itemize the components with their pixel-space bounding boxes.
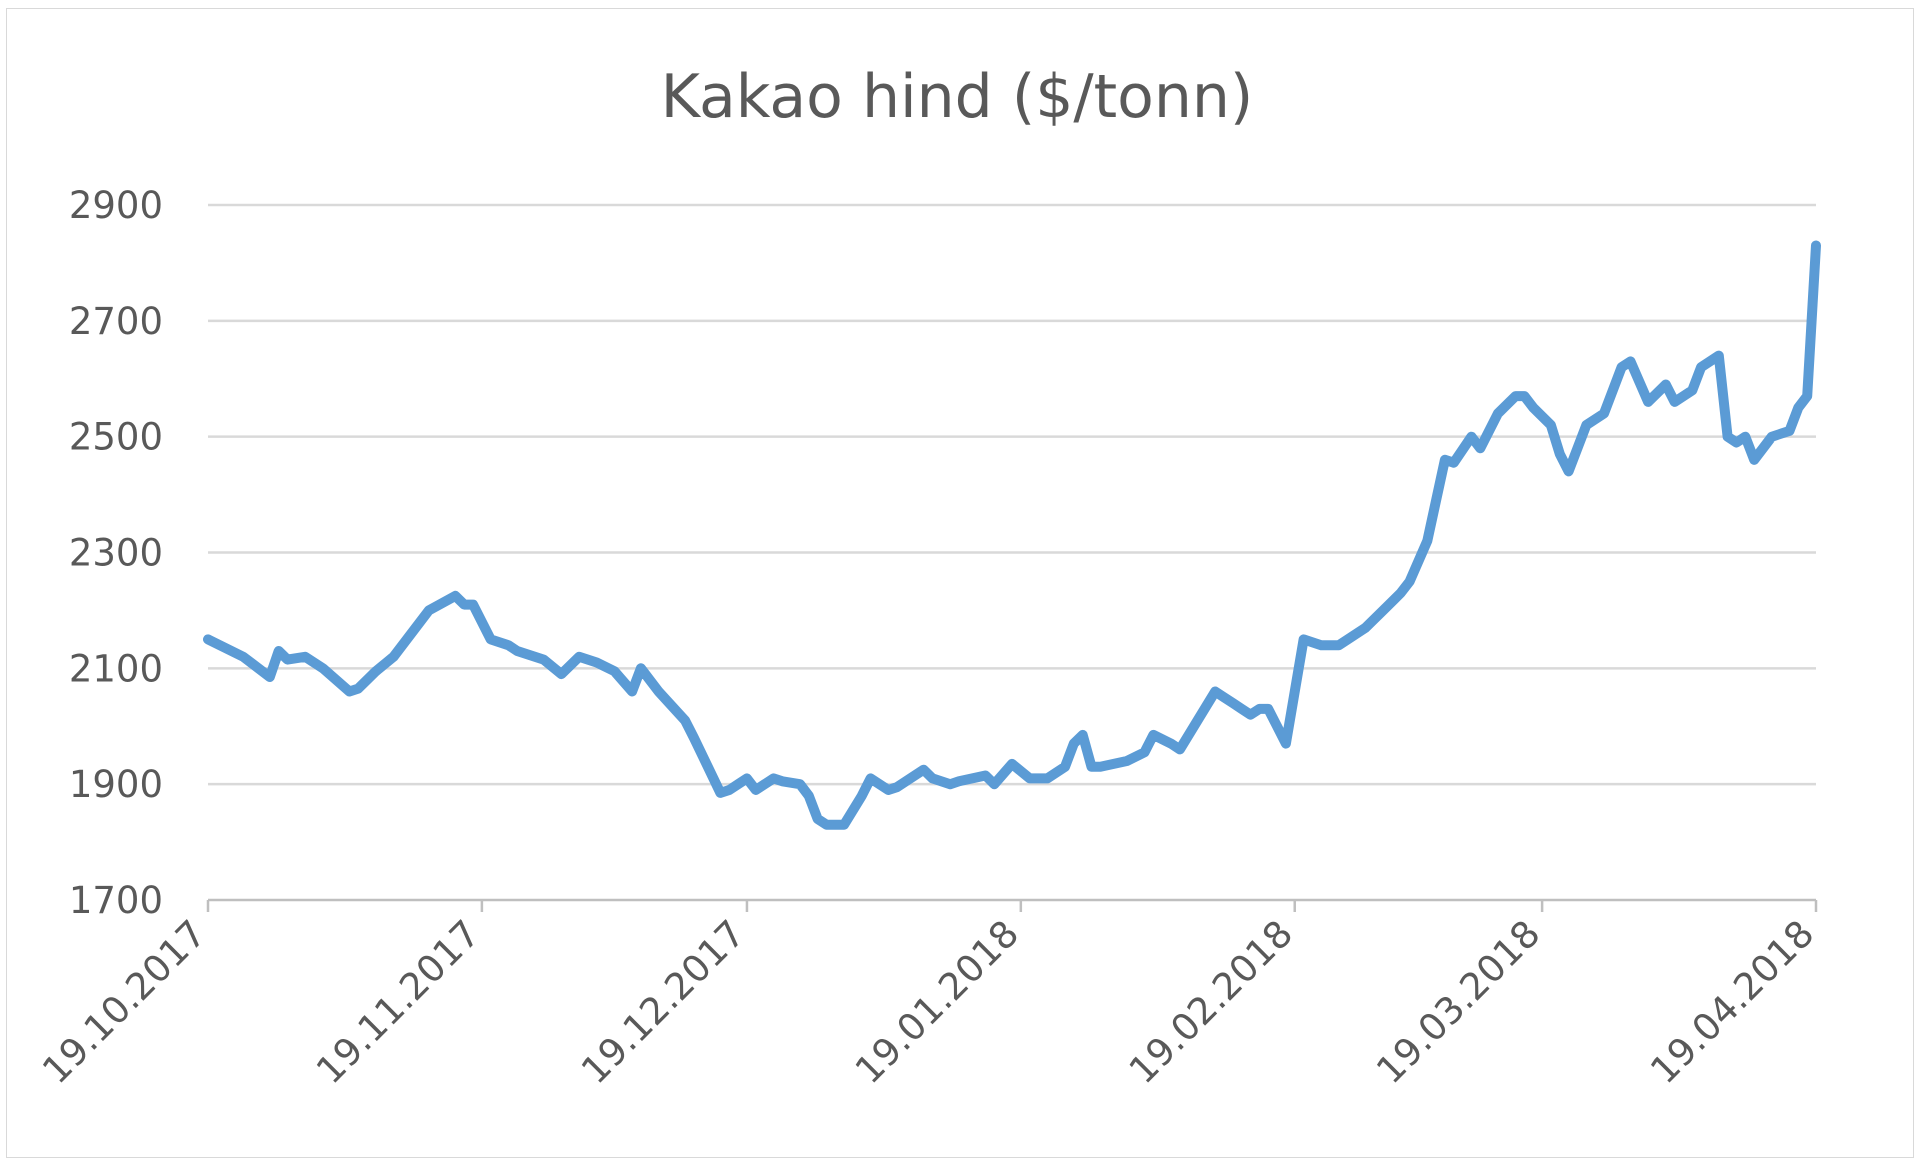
x-tick-label: 19.01.2018 <box>847 912 1027 1092</box>
x-tick-label: 19.10.2017 <box>34 912 214 1092</box>
y-tick-label: 2900 <box>69 184 163 227</box>
y-tick-label: 2300 <box>69 532 163 575</box>
gridlines <box>208 203 1816 786</box>
x-tick-label: 19.04.2018 <box>1642 912 1822 1092</box>
y-tick-label: 2100 <box>69 647 163 690</box>
x-axis-tick-labels: 19.10.2017 19.11.2017 19.12.2017 19.01.2018… <box>34 912 1822 1092</box>
x-tick-label: 19.12.2017 <box>573 912 753 1092</box>
y-tick-label: 1900 <box>69 763 163 806</box>
x-tick-label: 19.03.2018 <box>1368 912 1548 1092</box>
y-axis-tick-labels: 1700 1900 2100 2300 2500 2700 2900 <box>69 184 163 922</box>
series-line <box>203 240 1821 830</box>
series-layer <box>203 240 1821 830</box>
chart-frame <box>6 8 1914 1158</box>
y-tick-label: 2500 <box>69 416 163 459</box>
x-tick-label: 19.11.2017 <box>308 912 488 1092</box>
y-tick-label: 1700 <box>69 879 163 922</box>
chart-title: Kakao hind ($/tonn) <box>661 62 1254 132</box>
x-axis <box>206 898 1818 912</box>
x-tick-label: 19.02.2018 <box>1121 912 1301 1092</box>
y-tick-label: 2700 <box>69 300 163 343</box>
